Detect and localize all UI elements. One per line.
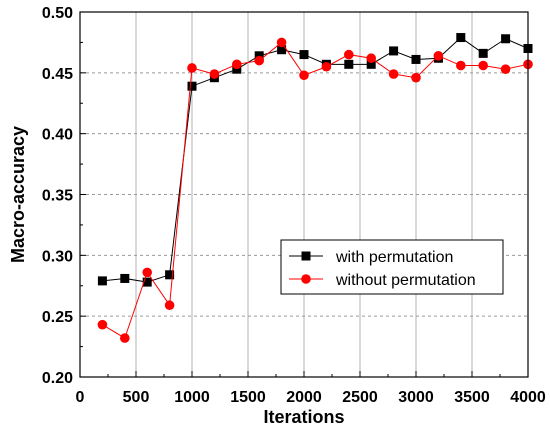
- data-point: [433, 51, 444, 61]
- axes: 0 500 1000 1500 2000 2500 3000 3500 4000 0.20 0.25…: [42, 5, 546, 406]
- legend-entry: with permutation: [289, 249, 453, 266]
- x-tick-label: 500: [123, 389, 150, 406]
- data-point: [142, 267, 152, 278]
- data-point: [478, 60, 489, 71]
- legend: with permutation without permutation: [280, 239, 504, 295]
- x-tick-label: 2000: [286, 389, 322, 406]
- x-tick-label: 4000: [510, 389, 546, 406]
- x-tick-label: 2500: [342, 389, 378, 406]
- data-point: [232, 64, 242, 74]
- data-point: [276, 37, 287, 48]
- legend-label: with permutation: [335, 249, 453, 266]
- data-point: [344, 49, 354, 60]
- data-point: [299, 70, 309, 81]
- data-point: [344, 59, 354, 69]
- data-point: [321, 61, 332, 72]
- data-point: [165, 270, 175, 280]
- data-point: [366, 53, 377, 64]
- data-point: [456, 60, 466, 71]
- x-axis-title: Iterations: [263, 407, 344, 427]
- y-tick-label: 0.25: [42, 309, 73, 326]
- data-point: [232, 59, 242, 70]
- x-tick-label: 1000: [174, 389, 210, 406]
- data-point: [456, 33, 466, 43]
- data-point: [120, 273, 130, 283]
- y-tick-label: 0.40: [42, 127, 73, 144]
- data-point: [187, 63, 197, 73]
- legend-label: without permutation: [335, 272, 476, 289]
- data-point: [389, 46, 399, 56]
- data-point: [97, 276, 107, 286]
- legend-entry: without permutation: [289, 272, 476, 289]
- y-tick-label: 0.20: [42, 370, 73, 387]
- legend-box: [280, 239, 504, 295]
- data-point: [411, 72, 421, 83]
- y-axis-title: Macro-accuracy: [8, 126, 28, 263]
- legend-marker: [301, 274, 311, 284]
- series-layer: [97, 33, 533, 343]
- data-point: [120, 333, 130, 343]
- x-tick-label: 1500: [230, 389, 266, 406]
- x-tick-label: 3500: [454, 389, 490, 406]
- data-point: [411, 54, 421, 64]
- data-point: [299, 50, 309, 60]
- data-point: [366, 59, 376, 69]
- y-tick-label: 0.30: [42, 248, 73, 265]
- data-point: [254, 51, 264, 61]
- y-tick-label: 0.45: [42, 66, 73, 83]
- y-tick-label: 0.35: [42, 188, 73, 205]
- x-tick-label: 0: [76, 389, 85, 406]
- data-point: [478, 48, 488, 58]
- data-point: [209, 69, 220, 79]
- data-point: [187, 81, 197, 91]
- data-point: [388, 69, 399, 79]
- x-tick-label: 3000: [398, 389, 434, 406]
- legend-marker: [301, 251, 311, 261]
- series-without-permutation: [97, 37, 533, 343]
- data-point: [142, 277, 152, 287]
- data-point: [164, 300, 175, 311]
- data-point: [254, 55, 264, 66]
- data-point: [501, 34, 511, 44]
- data-point: [277, 45, 287, 55]
- y-tick-label: 0.50: [42, 5, 73, 22]
- data-point: [500, 64, 511, 74]
- data-point: [97, 319, 108, 330]
